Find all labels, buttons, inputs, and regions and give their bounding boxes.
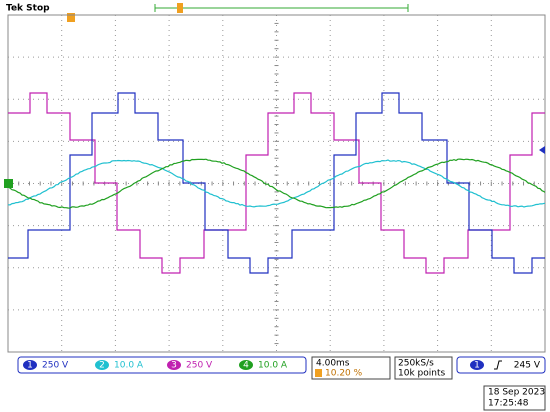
trigger-level-marker — [539, 146, 545, 154]
channel-scale: 10.0 A — [114, 361, 144, 371]
trigger-pos-marker — [177, 3, 183, 13]
trigger-icon — [315, 369, 322, 377]
trigger-position: 10.20 % — [325, 369, 363, 379]
channel-scale: 10.0 A — [258, 361, 288, 371]
channel-number: 4 — [243, 361, 249, 371]
time: 17:25:48 — [488, 399, 529, 409]
ground-marker — [4, 179, 13, 188]
channel-scale: 250 V — [42, 361, 69, 371]
date: 18 Sep 2023 — [488, 388, 545, 398]
channel-number: 1 — [27, 361, 33, 371]
trigger-source: 1 — [474, 361, 480, 371]
trigger-level: 245 V — [514, 361, 541, 371]
channel-scale: 250 V — [186, 361, 213, 371]
record-length: 10k points — [398, 369, 445, 379]
sample-rate: 250kS/s — [398, 359, 434, 369]
timebase-scale: 4.00ms — [316, 359, 350, 369]
status: Tek Stop — [6, 4, 50, 14]
trigger-marker — [67, 13, 75, 22]
channel-number: 3 — [171, 361, 177, 371]
channel-number: 2 — [99, 361, 105, 371]
